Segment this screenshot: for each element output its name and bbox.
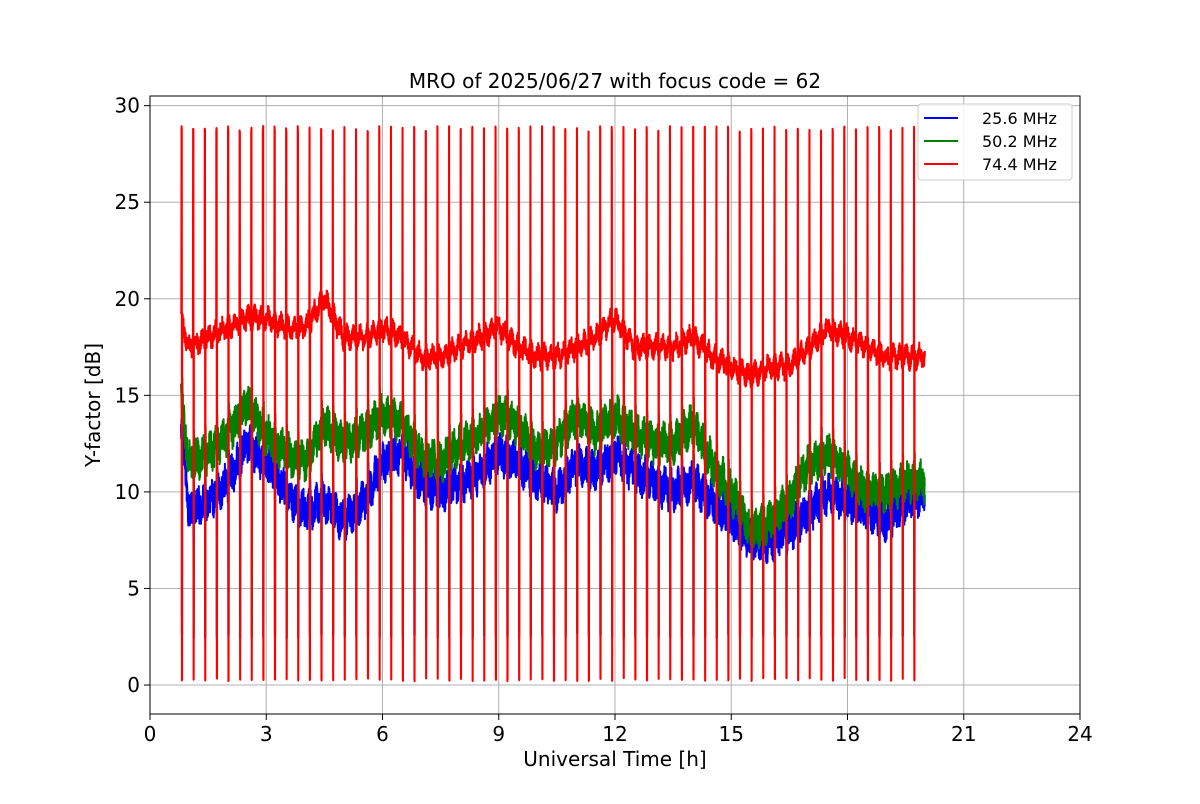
x-tick-label: 15 — [719, 722, 744, 746]
chart-title: MRO of 2025/06/27 with focus code = 62 — [409, 69, 821, 93]
y-axis-label: Y-factor [dB] — [81, 343, 105, 468]
legend-label: 74.4 MHz — [982, 155, 1057, 174]
legend-box — [917, 103, 1073, 181]
x-tick-label: 24 — [1067, 722, 1092, 746]
x-tick-label: 9 — [492, 722, 505, 746]
plot-layer — [180, 124, 926, 683]
x-tick-label: 0 — [144, 722, 157, 746]
legend-label: 50.2 MHz — [982, 132, 1057, 151]
tick-layer: 0 3 6 9 12 15 18 21 24 0 5 10 15 20 25 30 — [115, 94, 1093, 746]
x-axis-label: Universal Time [h] — [523, 747, 706, 771]
y-tick-label: 20 — [115, 287, 140, 311]
x-tick-label: 21 — [951, 722, 976, 746]
legend: 25.6 MHz 50.2 MHz 74.4 MHz — [917, 103, 1073, 181]
legend-label: 25.6 MHz — [982, 109, 1057, 128]
y-tick-label: 15 — [115, 383, 140, 407]
x-tick-label: 6 — [376, 722, 389, 746]
y-tick-label: 10 — [115, 480, 140, 504]
y-tick-label: 5 — [127, 576, 140, 600]
y-tick-label: 0 — [127, 673, 140, 697]
x-tick-label: 18 — [835, 722, 860, 746]
y-tick-label: 30 — [115, 94, 140, 118]
x-tick-label: 3 — [260, 722, 273, 746]
series-line-74-4-mhz — [180, 124, 926, 683]
x-tick-label: 12 — [602, 722, 627, 746]
y-tick-label: 25 — [115, 190, 140, 214]
